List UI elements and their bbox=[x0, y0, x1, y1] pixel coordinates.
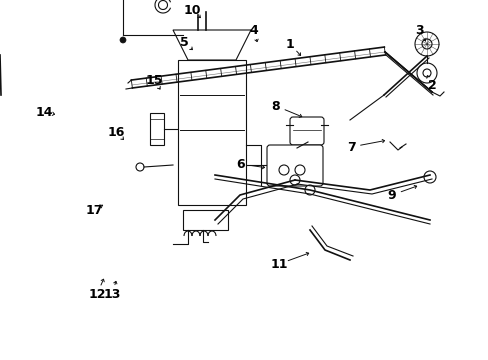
Text: 10: 10 bbox=[183, 4, 201, 17]
Text: 5: 5 bbox=[179, 36, 188, 49]
Circle shape bbox=[120, 37, 126, 43]
Circle shape bbox=[209, 172, 220, 182]
Bar bbox=[178, 60, 245, 205]
Text: 1: 1 bbox=[285, 37, 294, 50]
Text: 3: 3 bbox=[415, 23, 424, 36]
Text: 4: 4 bbox=[249, 23, 258, 36]
Text: 11: 11 bbox=[270, 257, 287, 270]
Text: 12: 12 bbox=[88, 288, 105, 301]
Circle shape bbox=[289, 175, 299, 185]
Text: 2: 2 bbox=[427, 78, 435, 91]
Text: 6: 6 bbox=[236, 158, 245, 171]
Text: 13: 13 bbox=[103, 288, 121, 301]
Text: 14: 14 bbox=[35, 105, 53, 118]
Bar bbox=[150, 113, 163, 145]
Text: 9: 9 bbox=[387, 189, 395, 202]
FancyBboxPatch shape bbox=[289, 117, 324, 145]
Bar bbox=[183, 210, 227, 230]
FancyBboxPatch shape bbox=[266, 145, 323, 186]
Circle shape bbox=[209, 217, 220, 227]
Text: 17: 17 bbox=[85, 203, 102, 216]
Circle shape bbox=[305, 185, 314, 195]
Polygon shape bbox=[173, 30, 250, 60]
Circle shape bbox=[423, 171, 435, 183]
Text: 8: 8 bbox=[271, 99, 280, 112]
Text: 15: 15 bbox=[145, 73, 163, 86]
Text: 7: 7 bbox=[346, 140, 355, 153]
Text: 16: 16 bbox=[107, 126, 124, 139]
